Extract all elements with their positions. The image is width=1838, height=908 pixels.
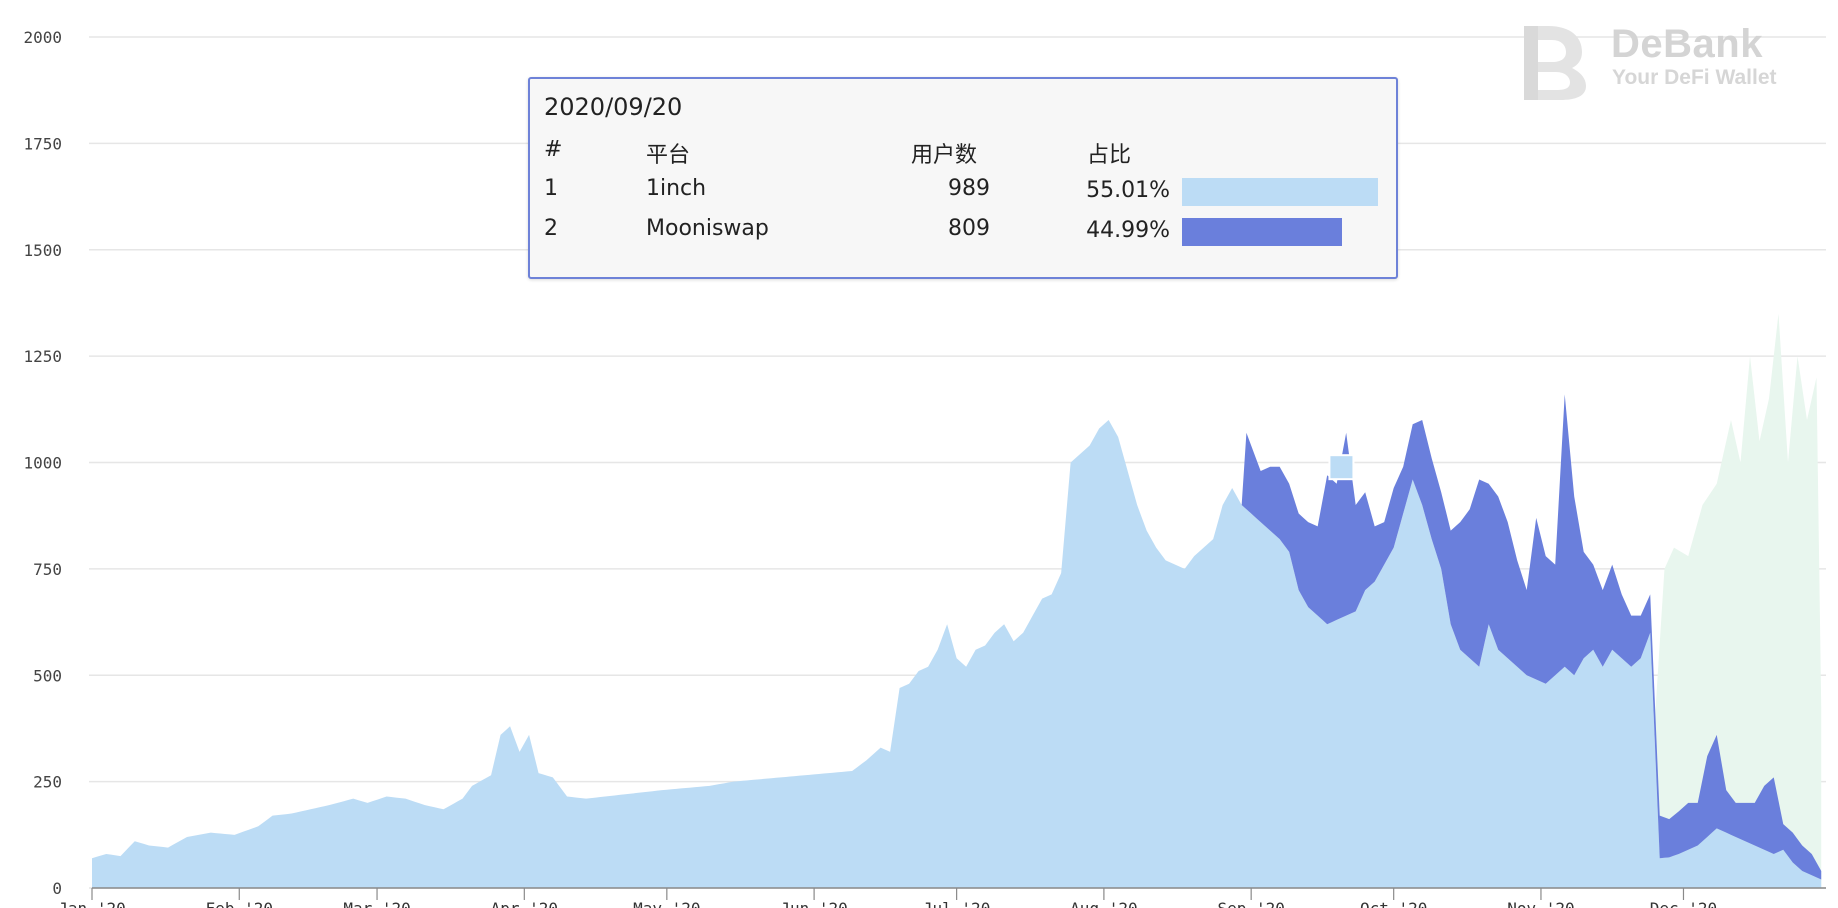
tooltip-row-2-share-bar xyxy=(1182,218,1343,246)
tooltip-header-platform: 平台 xyxy=(646,143,691,168)
tooltip-row-2-rank: 2 xyxy=(544,216,558,241)
y-tick-label: 1250 xyxy=(23,347,62,366)
watermark-subtitle: Your DeFi Wallet xyxy=(1612,66,1777,89)
x-tick-label: Oct '20 xyxy=(1360,899,1427,908)
series-1inch-area xyxy=(92,419,1822,888)
x-tick-label: Nov '20 xyxy=(1507,899,1574,908)
y-tick-label: 1000 xyxy=(23,454,62,473)
debank-logo-icon xyxy=(1524,26,1586,100)
tooltip-row-1-users: 989 xyxy=(948,176,990,201)
x-axis: Jan '20 Feb '20 Mar '20 Apr '20 May '20 Jun '… xyxy=(58,887,1826,908)
tooltip-row-2-platform: Mooniswap xyxy=(646,216,769,241)
tooltip-row-1-share: 55.01% xyxy=(1086,178,1170,203)
x-tick-label: Jan '20 xyxy=(58,899,125,908)
tooltip-row-1-platform: 1inch xyxy=(646,176,707,201)
y-tick-label: 1500 xyxy=(23,241,62,260)
y-tick-label: 250 xyxy=(33,773,62,792)
y-axis: 0 250 500 750 1000 1250 1500 1750 2000 xyxy=(23,28,62,898)
data-tooltip: 2020/09/20 # 平台 用户数 占比 1 1inch 989 55.01… xyxy=(528,77,1398,279)
y-tick-label: 2000 xyxy=(23,28,62,47)
y-tick-label: 500 xyxy=(33,666,62,685)
tooltip-date: 2020/09/20 xyxy=(544,93,683,121)
x-tick-label: Feb '20 xyxy=(206,899,273,908)
x-tick-label: May '20 xyxy=(633,899,700,908)
x-tick-label: Jun '20 xyxy=(780,899,847,908)
series-areas xyxy=(92,394,1822,888)
debank-watermark: DeBank Your DeFi Wallet xyxy=(1520,20,1800,100)
tooltip-row-2-share: 44.99% xyxy=(1086,218,1170,243)
series-mooniswap-area xyxy=(1241,394,1822,880)
x-tick-label: Aug '20 xyxy=(1070,899,1137,908)
watermark-title: DeBank xyxy=(1611,22,1763,66)
tooltip-row-2-users: 809 xyxy=(948,216,990,241)
x-tick-label: Apr '20 xyxy=(491,899,558,908)
x-tick-label: Sep '20 xyxy=(1217,899,1284,908)
grid-lines xyxy=(89,36,1826,889)
y-tick-label: 0 xyxy=(52,879,62,898)
y-tick-label: 1750 xyxy=(23,134,62,153)
tooltip-row-1-rank: 1 xyxy=(544,176,558,201)
other-series-area-path xyxy=(1654,313,1822,888)
y-tick-label: 750 xyxy=(33,560,62,579)
tooltip-header-share: 占比 xyxy=(1087,143,1132,168)
x-tick-label: Dec '20 xyxy=(1650,899,1717,908)
1inch-point-marker xyxy=(1328,454,1355,481)
tooltip-header-users: 用户数 xyxy=(911,143,978,168)
other-series-area xyxy=(1654,313,1822,888)
x-tick-label: Jul '20 xyxy=(923,899,990,908)
tooltip-header-rank: # xyxy=(544,137,563,162)
tooltip-row-1-share-bar xyxy=(1182,178,1378,206)
x-tick-label: Mar '20 xyxy=(343,899,410,908)
